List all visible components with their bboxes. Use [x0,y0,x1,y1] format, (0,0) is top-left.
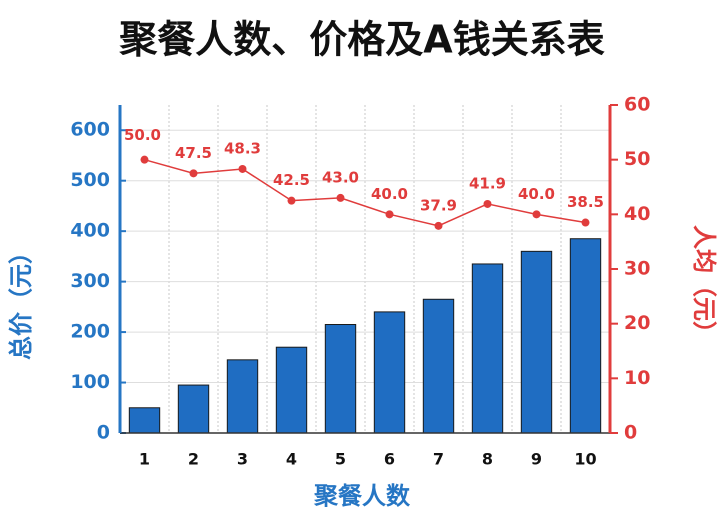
data-label: 40.0 [371,185,408,203]
y-tick-label: 0 [97,422,110,444]
x-tick-label: 4 [286,450,297,469]
y2-tick-label: 30 [624,258,650,280]
bar [128,407,161,434]
bar [471,263,504,434]
x-tick-label: 6 [384,450,395,469]
y2-tick-label: 60 [624,94,650,116]
line-point [581,218,590,227]
line-point [140,155,149,164]
data-label: 43.0 [322,168,359,186]
line-point [287,196,296,205]
chart-title: 聚餐人数、价格及A钱关系表 [118,18,604,62]
x-tick-label: 8 [482,450,493,469]
y-tick-label: 400 [70,220,110,242]
y2-axis-label: 人均（元） [690,225,718,345]
x-tick-label: 9 [531,450,542,469]
y-tick-label: 200 [70,321,110,343]
line-point [532,210,541,219]
line-point [385,210,394,219]
data-label: 41.9 [469,174,506,192]
y2-tick-label: 40 [624,203,650,225]
line-point [434,221,443,230]
bar [275,346,308,434]
line-point [238,164,247,173]
y2-tick-label: 20 [624,312,650,334]
x-axis-label: 聚餐人数 [313,482,411,510]
data-label: 40.0 [518,185,555,203]
data-label: 47.5 [175,144,212,162]
y-tick-label: 600 [70,119,110,141]
x-tick-label: 5 [335,450,346,469]
line-point [336,193,345,202]
y2-tick-label: 0 [624,422,637,444]
data-label: 42.5 [273,171,310,189]
y-axis-label: 总价（元） [7,240,35,360]
x-tick-label: 1 [139,450,150,469]
line [144,158,586,227]
y2-tick-label: 50 [624,148,650,170]
data-label: 48.3 [224,139,261,157]
bar [373,311,406,434]
data-label: 38.5 [567,193,604,211]
x-tick-label: 10 [574,450,596,469]
bar [226,359,259,434]
y2-tick-label: 10 [624,367,650,389]
bar [569,238,602,434]
y-tick-label: 500 [70,169,110,191]
y-tick-label: 100 [70,371,110,393]
bar [324,324,357,434]
y-tick-label: 300 [70,270,110,292]
data-label: 37.9 [420,196,457,214]
bar [422,298,455,434]
bar [177,384,210,434]
line-point [189,169,198,178]
data-label: 50.0 [124,126,161,144]
x-tick-label: 2 [188,450,199,469]
x-tick-label: 3 [237,450,248,469]
x-tick-label: 7 [433,450,444,469]
line-point [483,199,492,208]
bar [520,250,553,434]
